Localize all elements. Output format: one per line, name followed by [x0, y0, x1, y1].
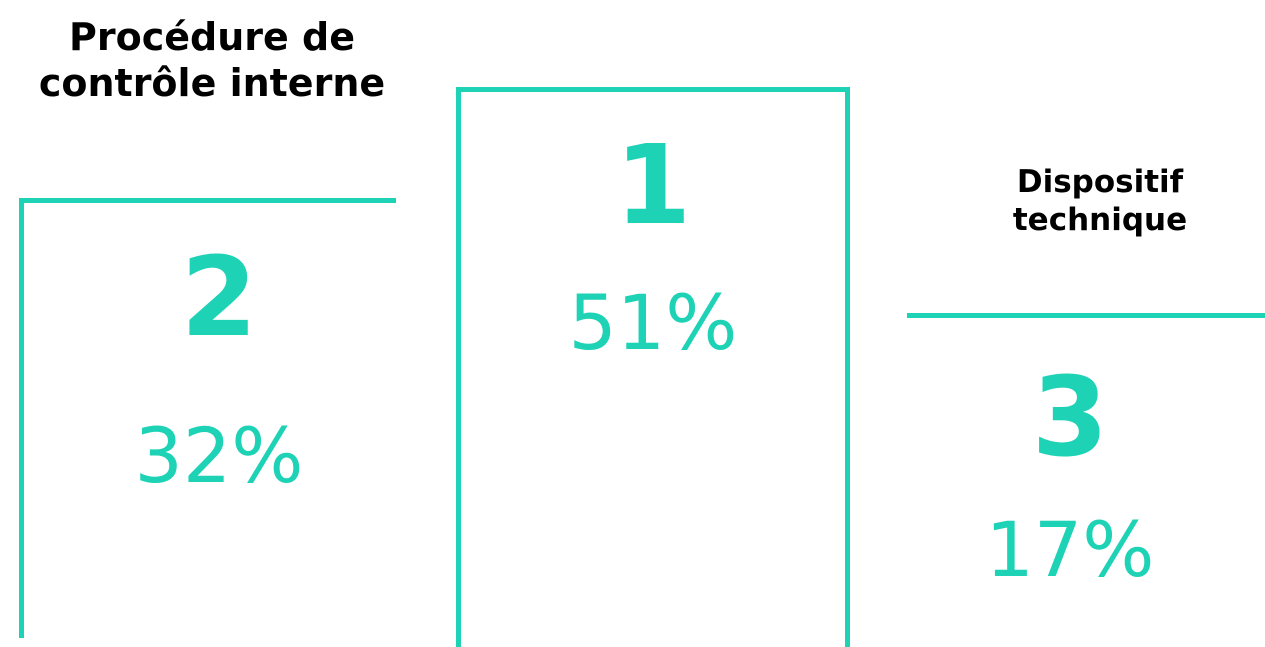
podium-block-1 [456, 87, 850, 647]
category-label-3-line-1: Dispositif [1016, 164, 1184, 200]
percentage-label-1: 51% [568, 278, 738, 367]
podium-block-2 [19, 198, 396, 638]
rank-number-3: 3 [1031, 353, 1109, 481]
category-label-3-line-2: technique [1012, 201, 1188, 238]
category-label-3: Dispositif technique [960, 164, 1240, 240]
category-label-2-line-2: contrôle interne [38, 61, 386, 106]
rank-number-1: 1 [614, 121, 692, 249]
category-label-2: Procédure de contrôle interne [0, 14, 424, 107]
category-label-2-line-1: Procédure de [69, 15, 355, 59]
percentage-label-2: 32% [134, 411, 304, 500]
percentage-label-3: 17% [985, 505, 1155, 594]
rank-number-2: 2 [180, 233, 258, 361]
podium-block-3 [907, 313, 1265, 318]
